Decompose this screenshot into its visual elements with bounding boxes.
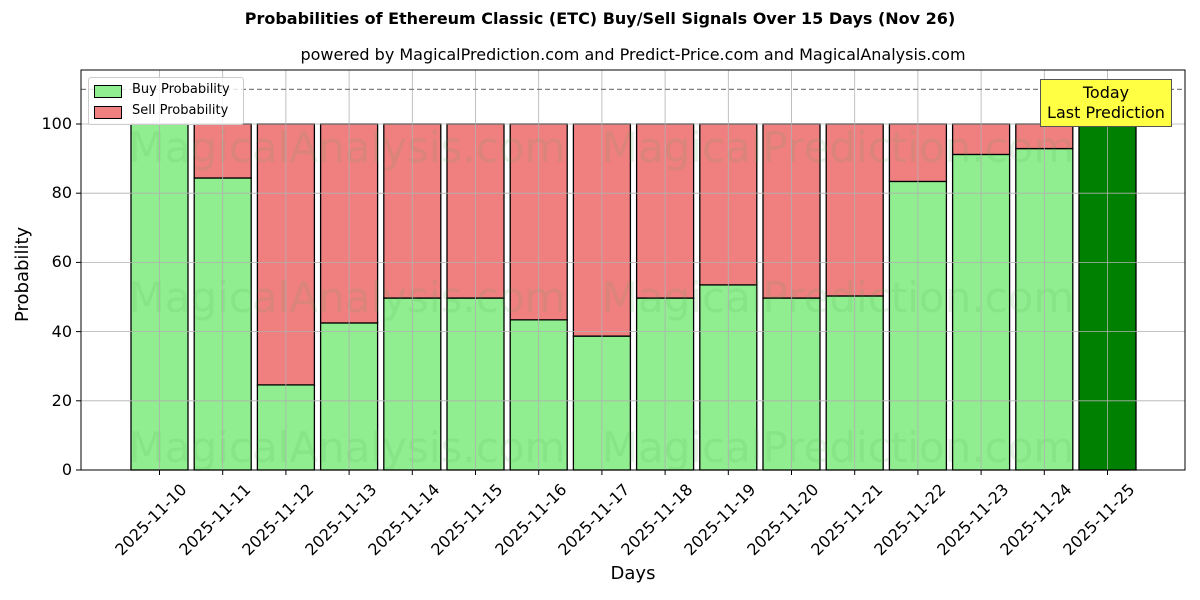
- x-axis-label: Days: [610, 563, 656, 584]
- today-annotation-line1: Today: [1082, 83, 1130, 102]
- y-tick-label: 0: [61, 460, 72, 479]
- y-tick-label: 80: [51, 183, 72, 203]
- axes-frame: [80, 69, 1186, 471]
- legend-label-buy: Buy Probability: [132, 82, 230, 97]
- watermark-text: MagicalPrediction.com: [602, 273, 1075, 322]
- legend-swatch-sell: [94, 106, 122, 119]
- y-tick-label: 20: [51, 390, 72, 410]
- watermark-text: MagicalAnalysis.com: [129, 123, 566, 172]
- watermark-text: MagicalAnalysis.com: [129, 423, 566, 472]
- today-annotation-line2: Last Prediction: [1047, 103, 1165, 122]
- watermark-text: MagicalPrediction.com: [602, 423, 1075, 472]
- today-annotation: Today Last Prediction: [1040, 79, 1172, 127]
- chart-subtitle: powered by MagicalPrediction.com and Pre…: [300, 45, 966, 64]
- y-tick-label: 60: [51, 252, 72, 272]
- y-tick-label: 100: [41, 114, 72, 133]
- y-axis-label: Probability: [12, 226, 33, 322]
- legend: Buy Probability Sell Probability: [88, 77, 244, 125]
- legend-swatch-buy: [94, 85, 122, 98]
- chart-title: Probabilities of Ethereum Classic (ETC) …: [244, 9, 956, 28]
- watermark-text: MagicalAnalysis.com: [129, 273, 566, 322]
- watermark-text: MagicalPrediction.com: [602, 123, 1075, 172]
- y-tick-label: 40: [51, 321, 72, 341]
- legend-label-sell: Sell Probability: [132, 103, 229, 118]
